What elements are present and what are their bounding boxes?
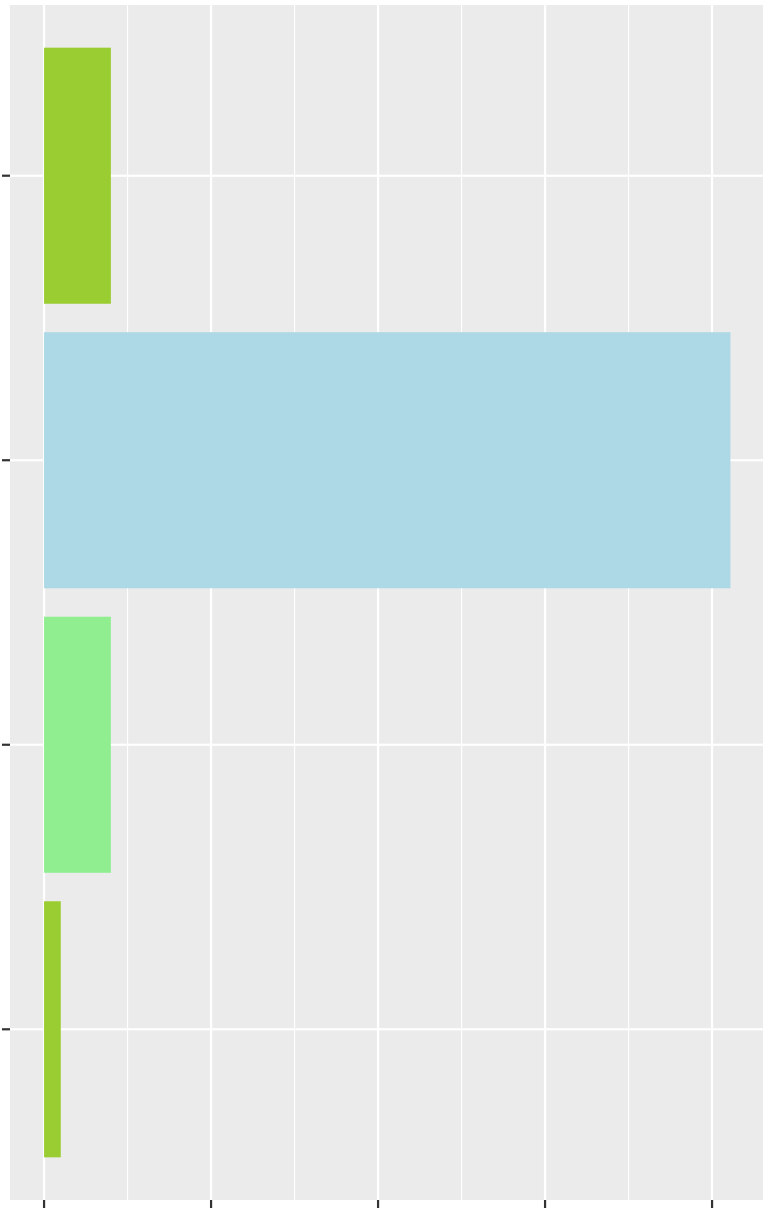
bar bbox=[44, 901, 61, 1158]
bar bbox=[44, 332, 731, 589]
bar bbox=[44, 616, 111, 873]
bar bbox=[44, 47, 111, 304]
panel bbox=[10, 5, 763, 1200]
